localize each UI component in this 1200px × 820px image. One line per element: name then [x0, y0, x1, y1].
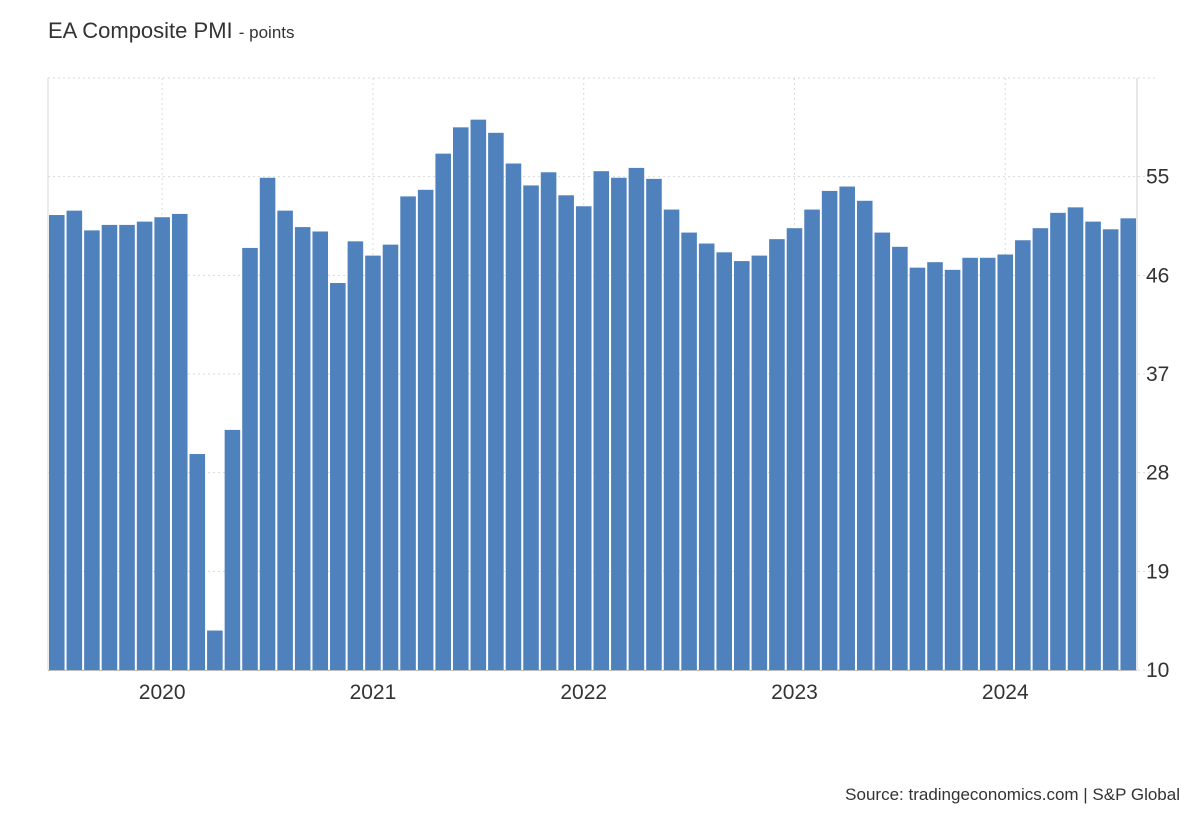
bar-series: [49, 119, 1136, 671]
bar: [821, 190, 838, 670]
bar: [927, 262, 943, 670]
bar: [909, 267, 926, 670]
bar: [84, 230, 100, 670]
y-tick-label: 19: [1146, 560, 1169, 583]
bar: [49, 215, 65, 670]
y-tick-label: 28: [1146, 462, 1169, 485]
bar: [1032, 228, 1049, 670]
y-tick-label: 37: [1146, 363, 1169, 386]
bar: [663, 209, 680, 671]
bar: [435, 153, 451, 671]
bar: [1015, 240, 1031, 671]
source-note: Source: tradingeconomics.com | S&P Globa…: [845, 785, 1180, 804]
bar: [505, 163, 522, 670]
bar: [189, 454, 206, 670]
bar: [874, 232, 891, 671]
bar: [540, 172, 557, 670]
bar: [365, 255, 381, 670]
bar: [1120, 218, 1136, 670]
x-tick-label: 2023: [771, 681, 818, 704]
bar: [681, 232, 697, 671]
bar: [575, 206, 592, 670]
bar: [628, 167, 645, 670]
bar: [242, 247, 258, 671]
bar: [1067, 207, 1084, 670]
bar: [417, 189, 434, 671]
bar: [101, 224, 118, 671]
bar: [452, 127, 469, 671]
bar: [400, 196, 416, 670]
chart-title: EA Composite PMI - points: [48, 18, 295, 44]
bar: [1050, 212, 1066, 670]
x-tick-label: 2021: [350, 681, 397, 704]
x-tick-label: 2022: [560, 681, 607, 704]
bar: [294, 227, 311, 670]
bar: [751, 255, 768, 670]
bar: [1085, 221, 1101, 671]
bar: [786, 228, 803, 670]
bar: [804, 209, 820, 671]
bar: [856, 200, 873, 670]
x-tick-label: 2024: [982, 681, 1029, 704]
bar: [119, 224, 135, 671]
bar: [611, 177, 627, 670]
bar: [769, 239, 785, 670]
bar: [646, 178, 662, 670]
bar: [330, 283, 346, 670]
bar: [136, 221, 153, 671]
bar: [488, 132, 504, 670]
y-tick-label: 10: [1146, 659, 1169, 682]
y-tick-label: 46: [1146, 264, 1169, 287]
bar: [997, 254, 1014, 670]
chart-unit: - points: [238, 23, 295, 42]
bar: [207, 630, 223, 670]
bar: [470, 119, 487, 671]
bar: [1102, 229, 1119, 671]
y-axis: 10 19 28 37 46 55: [1146, 166, 1169, 682]
bar: [224, 429, 241, 670]
bar: [593, 171, 610, 670]
x-axis: 2020 2021 2022 2023 2024: [139, 681, 1029, 704]
bar: [716, 252, 733, 671]
x-tick-label: 2020: [139, 681, 186, 704]
bar: [734, 261, 750, 670]
bar: [312, 231, 329, 670]
y-tick-label: 55: [1146, 166, 1169, 189]
bar: [892, 246, 908, 670]
bar: [558, 195, 574, 670]
bar: [839, 186, 855, 671]
bar: [277, 210, 293, 670]
bar: [698, 243, 715, 670]
bar: [962, 257, 978, 670]
bar-chart: 10 19 28 37 46 55 2020 2021 2022 2023 2024: [47, 77, 1169, 704]
bar: [171, 213, 188, 670]
bar: [259, 177, 276, 670]
chart-title-text: EA Composite PMI: [48, 18, 233, 43]
bar: [523, 185, 539, 670]
bar: [944, 269, 961, 670]
bar: [382, 244, 399, 671]
bar: [66, 210, 83, 670]
bar: [979, 257, 996, 670]
bar: [347, 241, 364, 670]
bar: [154, 217, 170, 671]
